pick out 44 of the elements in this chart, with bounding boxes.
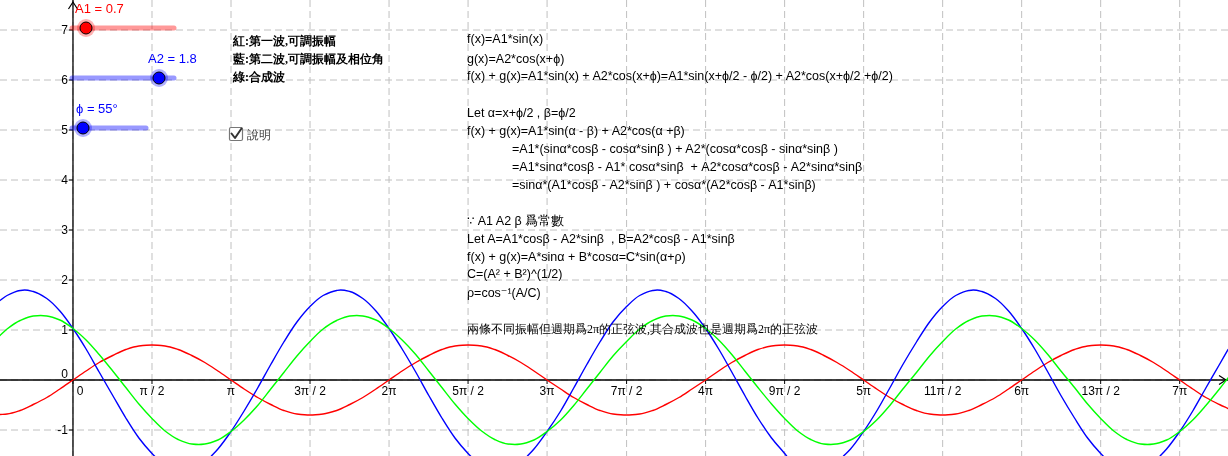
annotation: =A1*(sinα*cosβ - cosα*sinβ ) + A2*(cosα*cosβ - sinα*sinβ ) — [512, 142, 838, 156]
annotation: =A1*sinα*cosβ - A1* cosα*sinβ + A2*cosα*cosβ - A2*sinα*sinβ — [512, 160, 863, 174]
annotation: Let α=x+ϕ/2 , β=ϕ/2 — [467, 106, 576, 120]
annotation: 說明 — [247, 129, 271, 141]
x-tick-label: 2π — [381, 384, 397, 398]
annotation: =sinα*(A1*cosβ - A2*sinβ ) + cosα*(A2*cosβ - A1*sinβ) — [512, 178, 816, 192]
x-tick-label: 3π — [539, 384, 555, 398]
annotation: f(x) + g(x)=A1*sin(x) + A2*cos(x+ϕ)=A1*sin(x+ϕ/2 - ϕ/2) + A2*cos(x+ϕ/2 +ϕ/2) — [467, 69, 893, 83]
y-tick-label: 5 — [61, 123, 68, 138]
y-tick-label: 3 — [61, 223, 68, 238]
y-tick-label: 4 — [61, 173, 68, 188]
x-tick-label: 0 — [76, 384, 84, 398]
y-tick-label: -1 — [57, 423, 68, 438]
x-tick-label: 7π — [1172, 384, 1188, 398]
x-tick-label: 7π / 2 — [610, 384, 643, 398]
annotation: f(x)=A1*sin(x) — [467, 32, 544, 46]
y-tick-label: 2 — [61, 273, 68, 288]
x-tick-label: π — [226, 384, 236, 398]
y-tick-label: 1 — [61, 323, 68, 338]
x-tick-label: 5π — [856, 384, 872, 398]
x-tick-label: 6π — [1014, 384, 1030, 398]
x-tick-label: 5π / 2 — [452, 384, 484, 398]
annotation: Let A=A1*cosβ - A2*sinβ , B=A2*cosβ - A1*sinβ — [467, 232, 735, 246]
x-tick-label: 4π — [698, 384, 714, 398]
x-tick-label: π / 2 — [139, 384, 165, 398]
annotation: g(x)=A2*cos(x+ϕ) — [467, 52, 565, 66]
x-tick-label: 11π / 2 — [923, 384, 962, 398]
x-tick-label: 13π / 2 — [1081, 384, 1120, 398]
annotation: 紅:第一波,可調振幅 — [233, 34, 336, 48]
annotation: A2 = 1.8 — [148, 51, 197, 66]
annotation: f(x) + g(x)=A*sinα + B*cosα=C*sin(α+ρ) — [467, 250, 686, 264]
y-tick-label: 7 — [61, 23, 68, 38]
annotation: ρ=cos⁻¹(A/C) — [467, 286, 541, 300]
y-tick-label: 0 — [61, 367, 68, 382]
annotation: A1 = 0.7 — [75, 1, 124, 16]
annotation: C=(A² + B²)^(1/2) — [467, 267, 563, 281]
x-tick-label: 9π / 2 — [768, 384, 801, 398]
x-tick-label: 3π / 2 — [294, 384, 326, 398]
annotation: ϕ = 55° — [76, 101, 118, 116]
y-tick-label: 6 — [61, 73, 68, 88]
annotation: 綠:合成波 — [233, 70, 285, 84]
annotation: f(x) + g(x)=A1*sin(α - β) + A2*cos(α +β) — [467, 124, 685, 138]
annotation: ∵ A1 A2 β 爲常數 — [467, 214, 565, 228]
annotation: 藍:第二波,可調振幅及相位角 — [233, 52, 384, 66]
